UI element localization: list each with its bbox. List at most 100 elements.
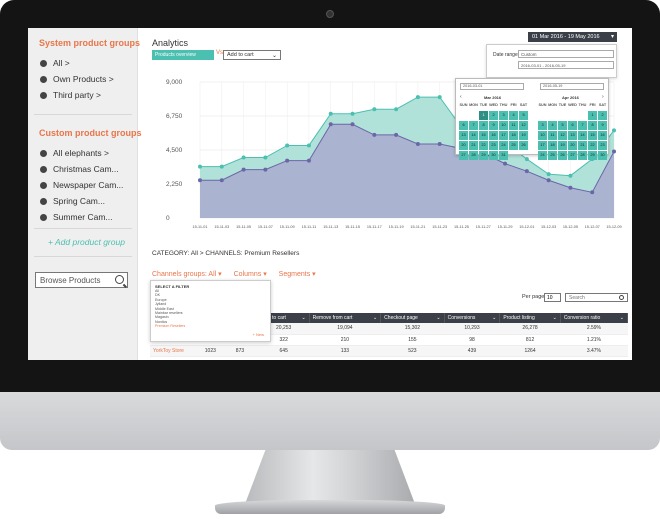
table-search-input[interactable]: Search [565,293,628,302]
prev-month-icon[interactable]: ‹ [460,94,462,100]
calendar-day[interactable]: 27 [459,151,468,160]
calendar-day[interactable]: 24 [499,141,508,150]
filter-option[interactable]: DK [155,293,160,298]
calendar-day[interactable]: 19 [558,141,567,150]
calendar-day[interactable]: 24 [538,151,547,160]
calendar-day[interactable]: 23 [489,141,498,150]
calendar-day[interactable]: 26 [558,151,567,160]
calendar-day[interactable]: 9 [598,121,607,130]
sidebar-item-summer[interactable]: Summer Cam... [40,212,113,222]
calendar-day[interactable]: 19 [519,131,528,140]
calendar-day[interactable]: 3 [499,111,508,120]
filter-option[interactable]: Magasin [155,315,169,320]
table-header-cell[interactable]: Conversions ⌄ [444,313,501,323]
calendar-day[interactable]: 14 [469,131,478,140]
calendar-day[interactable]: 5 [519,111,528,120]
calendar-day[interactable]: 28 [578,151,587,160]
calendar-day[interactable]: 10 [499,121,508,130]
sidebar-item-third-party[interactable]: Third party > [40,90,101,100]
calendar-day[interactable]: 8 [588,121,597,130]
calendar-day[interactable]: 11 [548,131,557,140]
start-date-input[interactable]: 2016-03-01 [460,83,524,90]
calendar-day[interactable]: 2 [598,111,607,120]
calendar-day[interactable]: 15 [479,131,488,140]
sidebar-item-all[interactable]: All > [40,58,70,68]
date-preset-select[interactable]: Custom [518,50,614,58]
browse-products-input[interactable]: Browse Products [35,272,128,288]
calendar-day[interactable]: 23 [598,141,607,150]
calendar-day[interactable]: 25 [548,151,557,160]
calendar-day[interactable]: 6 [459,121,468,130]
end-date-input[interactable]: 2016-05-19 [540,83,604,90]
calendar-day[interactable]: 31 [499,151,508,160]
calendar-day[interactable]: 29 [588,151,597,160]
calendar-day[interactable]: 28 [469,151,478,160]
filter-option[interactable]: Nordics [155,319,168,324]
table-row[interactable]: YorkToy Store 1023 873 645 133 523 439 1264 3.47… [150,345,628,357]
calendar-day[interactable]: 1 [588,111,597,120]
calendar-day[interactable]: 12 [519,121,528,130]
calendar-day[interactable]: 4 [509,111,518,120]
calendar-day[interactable]: 25 [509,141,518,150]
sidebar-item-spring[interactable]: Spring Cam... [40,196,105,206]
calendar-day[interactable]: 4 [548,121,557,130]
calendar-day[interactable]: 30 [489,151,498,160]
table-header-cell[interactable]: Checkout page ⌄ [380,313,445,323]
calendar-day[interactable]: 14 [578,131,587,140]
sidebar-item-newspaper[interactable]: Newspaper Cam... [40,180,123,190]
calendar-day[interactable]: 18 [509,131,518,140]
table-header-cell[interactable]: Conversion ratio ⌄ [560,313,629,323]
next-month-icon[interactable]: › [602,94,604,100]
filter-option[interactable]: Jylland [155,302,167,307]
calendar-day[interactable]: 21 [578,141,587,150]
calendar-day[interactable]: 7 [578,121,587,130]
metric-b-select[interactable]: Add to cart ⌄ [223,50,281,60]
add-product-group-link[interactable]: + Add product group [48,237,125,247]
calendar-day[interactable]: 20 [568,141,577,150]
date-range-button[interactable]: 01 Mar 2016 - 19 May 2016 ▾ [528,32,617,42]
calendar-day[interactable]: 16 [598,131,607,140]
table-header-cell[interactable]: Product listing ⌄ [499,313,561,323]
sidebar-item-own-products[interactable]: Own Products > [40,74,114,84]
calendar-day[interactable]: 10 [538,131,547,140]
columns-dropdown[interactable]: Columns ▾ [233,271,267,278]
calendar-day[interactable]: 16 [489,131,498,140]
calendar-day[interactable]: 9 [489,121,498,130]
sidebar-item-christmas[interactable]: Christmas Cam... [40,164,119,174]
table-header-cell[interactable]: Remove from cart ⌄ [309,313,382,323]
calendar-day[interactable]: 18 [548,141,557,150]
calendar-day[interactable]: 29 [479,151,488,160]
metric-a-select[interactable]: Products overview [152,50,214,60]
calendar-day[interactable]: 8 [479,121,488,130]
calendar-day[interactable]: 17 [538,141,547,150]
calendar-day[interactable]: 12 [558,131,567,140]
channel-groups-dropdown[interactable]: Channels groups: All ▾ [152,271,222,278]
calendar-day[interactable]: 7 [469,121,478,130]
segments-dropdown[interactable]: Segments ▾ [278,271,316,278]
filter-option[interactable]: Premium Resellers [155,324,186,329]
table-header-cell[interactable]: Add to cart ⌄ [258,313,310,323]
date-range-input[interactable]: 2016-03-01 - 2016-05-19 [518,61,614,69]
calendar-day[interactable]: 13 [568,131,577,140]
per-page-select[interactable]: 10 [544,293,561,302]
calendar-day[interactable]: 22 [479,141,488,150]
calendar-day[interactable]: 22 [588,141,597,150]
calendar-day[interactable]: 15 [588,131,597,140]
calendar-day[interactable]: 21 [469,141,478,150]
calendar-day[interactable]: 27 [568,151,577,160]
calendar-day[interactable]: 30 [598,151,607,160]
calendar-day[interactable]: 2 [489,111,498,120]
store-name-cell[interactable]: YorkToy Store [150,345,199,357]
calendar-day[interactable]: 20 [459,141,468,150]
calendar-day[interactable]: 17 [499,131,508,140]
filter-option[interactable]: Mainbar resellers [155,311,183,316]
calendar-day[interactable]: 3 [538,121,547,130]
filter-option[interactable]: Middle East [155,306,174,311]
new-filter-button[interactable]: + New [252,332,264,337]
calendar-day[interactable]: 13 [459,131,468,140]
filter-option[interactable]: Europe [155,297,167,302]
calendar-day[interactable]: 1 [479,111,488,120]
calendar-day[interactable]: 6 [568,121,577,130]
filter-option[interactable]: All [155,289,159,293]
calendar-day[interactable]: 11 [509,121,518,130]
